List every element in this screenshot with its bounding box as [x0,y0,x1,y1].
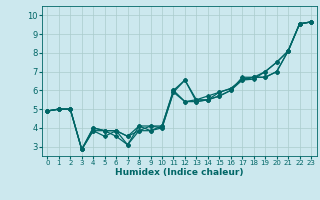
X-axis label: Humidex (Indice chaleur): Humidex (Indice chaleur) [115,168,244,177]
